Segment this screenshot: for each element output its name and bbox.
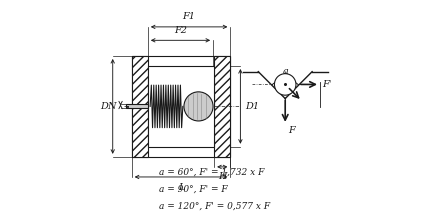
- Text: a = 120°, F' = 0,577 x F: a = 120°, F' = 0,577 x F: [159, 202, 270, 211]
- Text: F1: F1: [183, 12, 196, 21]
- Bar: [132, 56, 230, 157]
- Text: D: D: [100, 102, 108, 111]
- Text: H: H: [218, 172, 227, 181]
- Text: F2: F2: [174, 26, 187, 35]
- Circle shape: [274, 74, 296, 95]
- Text: a = 60°, F' = 1,732 x F: a = 60°, F' = 1,732 x F: [159, 168, 264, 177]
- Text: a: a: [282, 67, 288, 76]
- Text: L: L: [178, 183, 184, 192]
- Text: N: N: [108, 102, 116, 111]
- Bar: [126, 104, 148, 108]
- Circle shape: [184, 92, 213, 121]
- Bar: [148, 66, 214, 147]
- Text: a = 90°, F' = F: a = 90°, F' = F: [159, 185, 227, 194]
- Bar: [214, 56, 230, 157]
- Bar: [132, 56, 148, 157]
- Text: F: F: [288, 126, 295, 135]
- Text: F': F': [322, 80, 331, 89]
- Text: D1: D1: [245, 102, 259, 111]
